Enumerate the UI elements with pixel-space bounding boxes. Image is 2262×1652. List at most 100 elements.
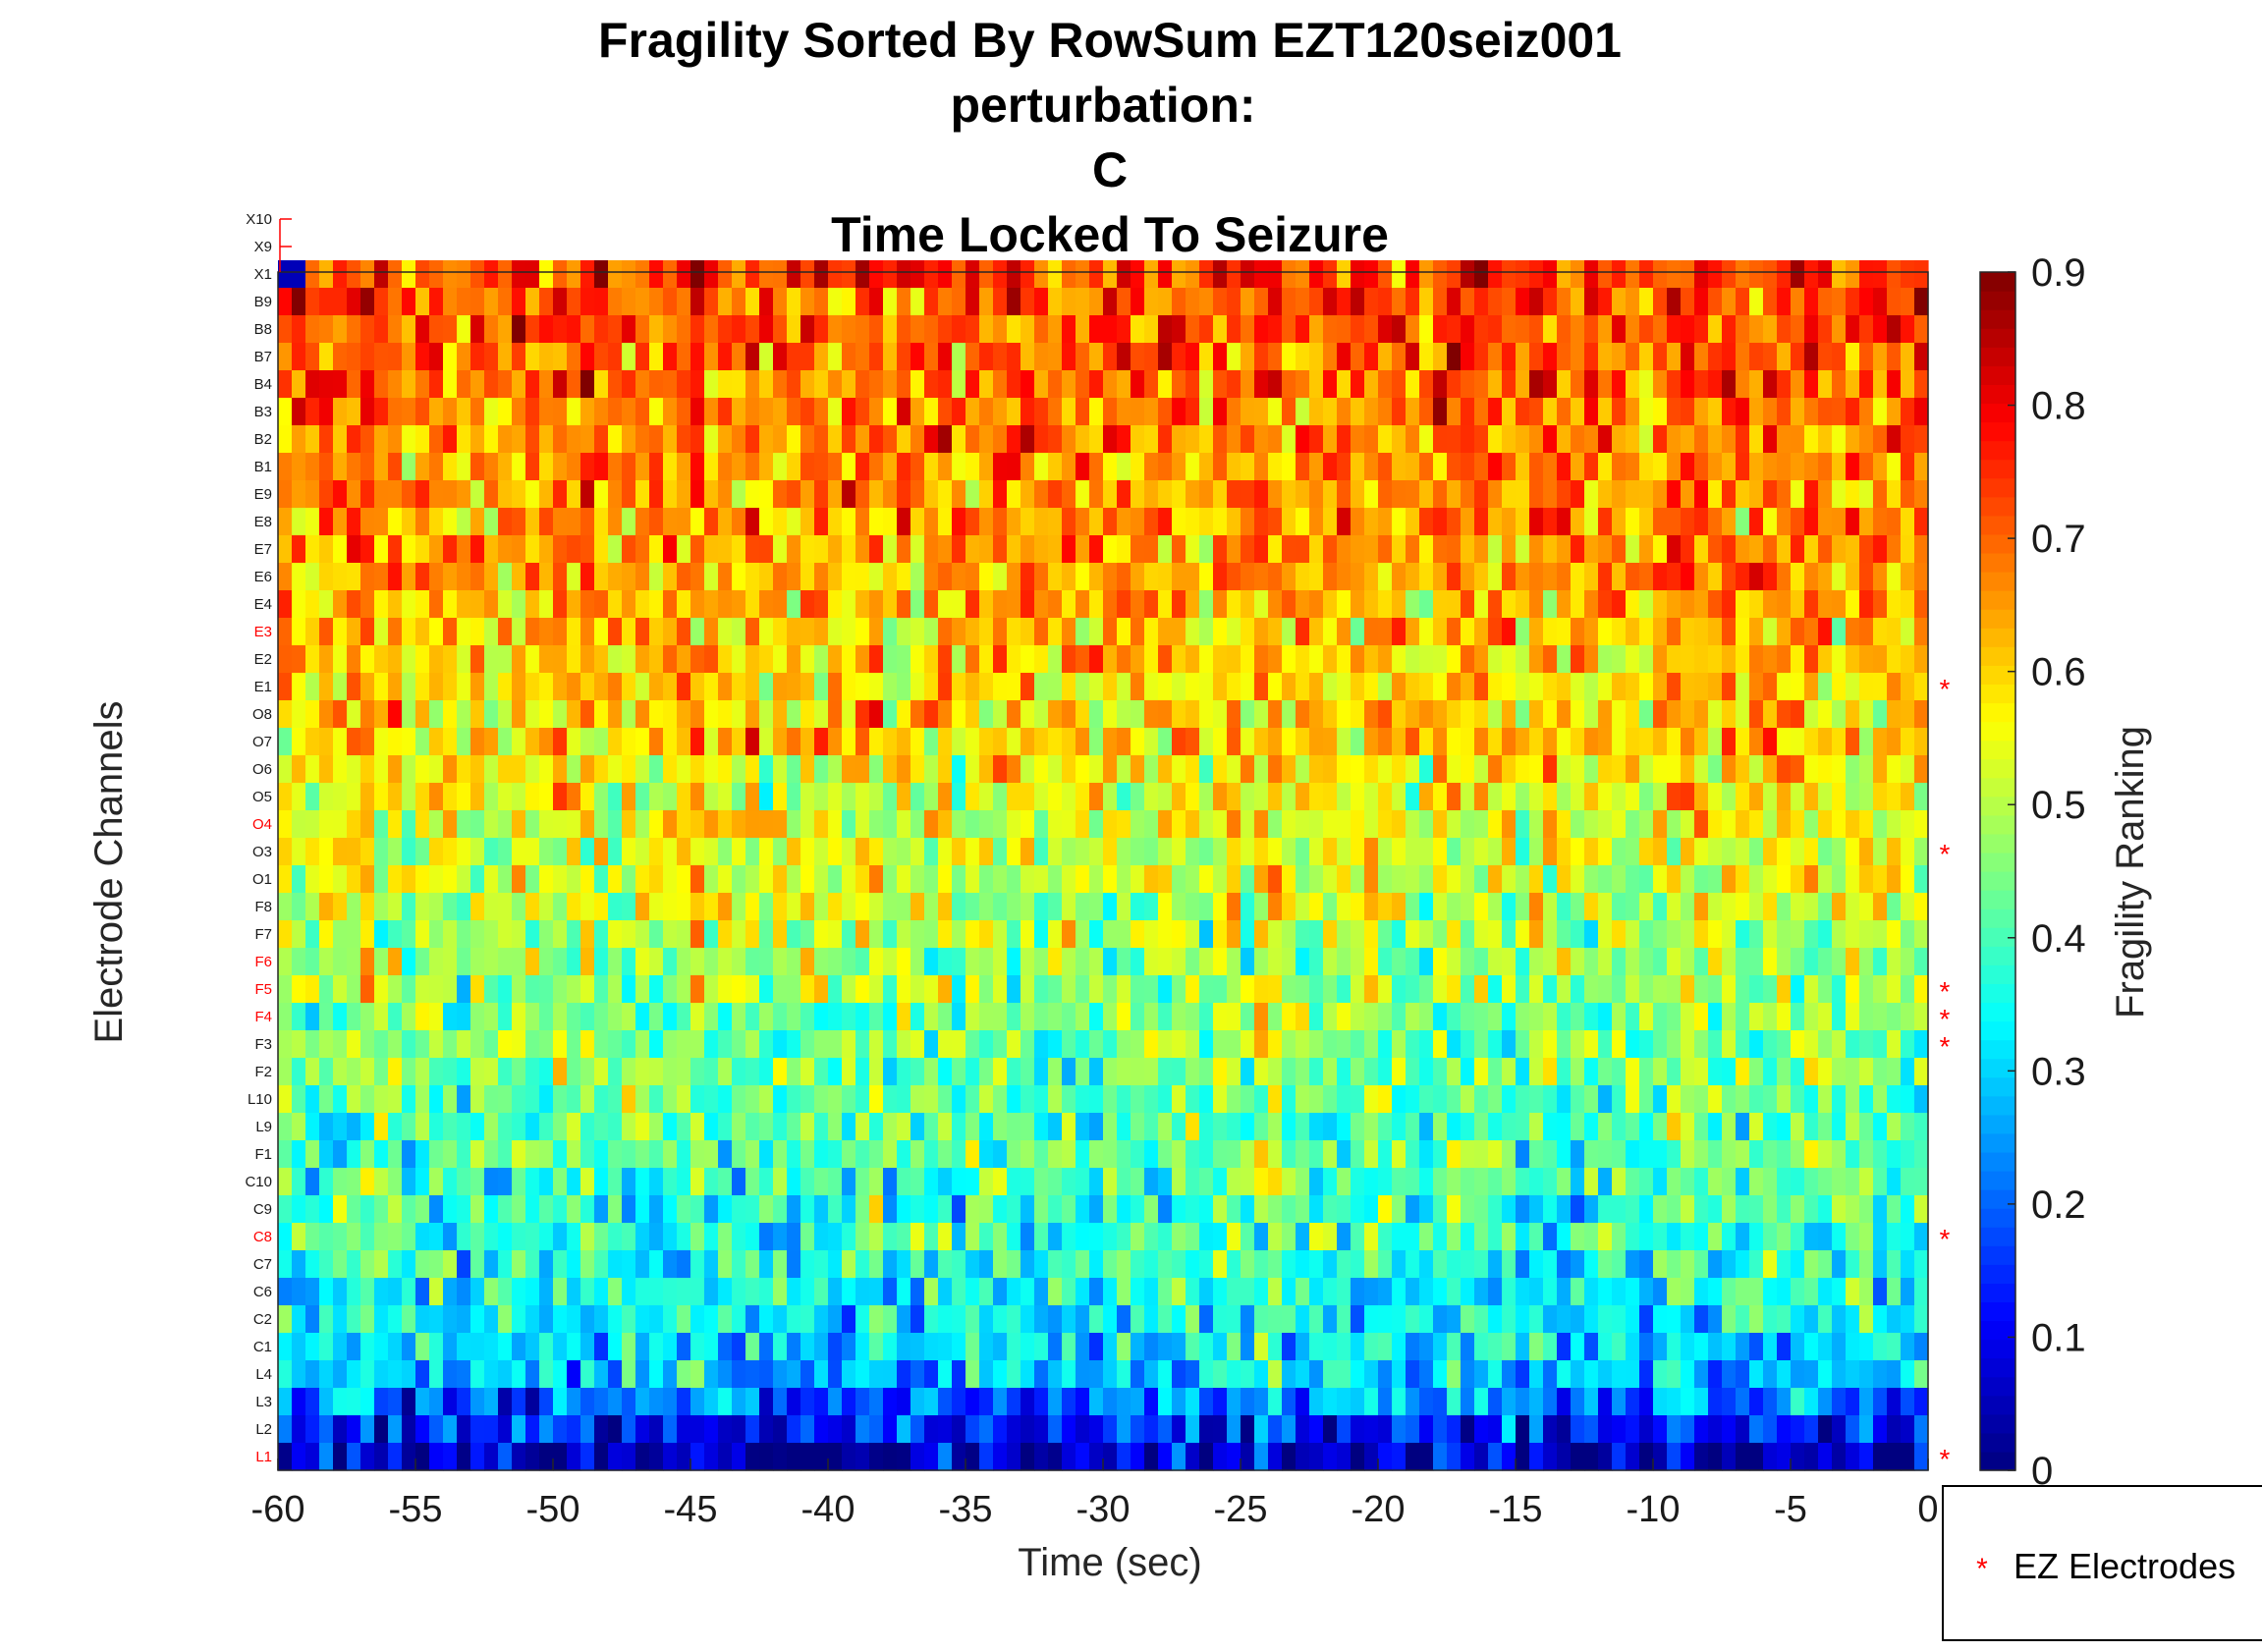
heatmap-cell (347, 1140, 361, 1169)
heatmap-cell (1818, 618, 1833, 646)
heatmap-cell (1048, 370, 1063, 399)
heatmap-cell (897, 618, 911, 646)
heatmap-cell (1859, 1058, 1874, 1086)
heatmap-cell (1639, 1168, 1654, 1196)
heatmap-cell (1296, 948, 1310, 976)
heatmap-cell (470, 343, 485, 371)
heatmap-cell (704, 893, 719, 921)
heatmap-cell (759, 975, 774, 1004)
heatmap-cell (1708, 1168, 1723, 1196)
heatmap-cell (787, 1030, 801, 1059)
heatmap-cell (1089, 590, 1104, 619)
heatmap-cell (1516, 1333, 1530, 1361)
heatmap-cell (965, 453, 980, 481)
heatmap-cell (952, 1305, 966, 1334)
heatmap-cell (1433, 1030, 1448, 1059)
heatmap-cell (1282, 948, 1297, 976)
heatmap-cell (567, 975, 581, 1004)
heatmap-cell (1626, 398, 1640, 426)
heatmap-cell (1406, 288, 1420, 316)
heatmap-cell (388, 920, 403, 949)
heatmap-cell (718, 1250, 733, 1279)
heatmap-cell (1612, 453, 1627, 481)
heatmap-cell (1048, 343, 1063, 371)
heatmap-cell (402, 535, 416, 564)
heatmap-cell (415, 893, 430, 921)
heatmap-cell (1736, 315, 1750, 344)
heatmap-cell (800, 1278, 815, 1306)
heatmap-cell (800, 1388, 815, 1416)
heatmap-cell (704, 865, 719, 894)
heatmap-cell (732, 893, 746, 921)
heatmap-cell (1199, 948, 1214, 976)
heatmap-cell (952, 783, 966, 811)
heatmap-cell (1681, 398, 1695, 426)
heatmap-cell (1131, 1085, 1145, 1114)
heatmap-cell (622, 1360, 636, 1389)
heatmap-cell (965, 563, 980, 591)
heatmap-cell (732, 1113, 746, 1141)
heatmap-cell (1392, 1360, 1407, 1389)
heatmap-cell (1901, 1058, 1915, 1086)
heatmap-cell (1007, 1113, 1021, 1141)
heatmap-cell (553, 1030, 568, 1059)
heatmap-cell (1612, 948, 1627, 976)
heatmap-cell (1364, 398, 1379, 426)
heatmap-cell (1584, 1168, 1599, 1196)
heatmap-cell (1309, 315, 1324, 344)
heatmap-cell (539, 755, 554, 784)
heatmap-cell (498, 810, 513, 839)
heatmap-cell (952, 810, 966, 839)
heatmap-cell (1144, 645, 1159, 674)
heatmap-cell (1653, 535, 1668, 564)
heatmap-cell (415, 618, 430, 646)
heatmap-cell (1419, 1085, 1434, 1114)
heatmap-cell (1749, 590, 1764, 619)
heatmap-cell (1612, 563, 1627, 591)
heatmap-cell (1351, 728, 1365, 756)
heatmap-cell (1419, 1168, 1434, 1196)
heatmap-cell (567, 535, 581, 564)
heatmap-cell (1571, 1113, 1585, 1141)
heatmap-cell (1144, 288, 1159, 316)
heatmap-cell (1227, 1058, 1241, 1086)
heatmap-cell (924, 645, 939, 674)
heatmap-cell (1488, 535, 1503, 564)
heatmap-cell (1186, 1003, 1200, 1031)
heatmap-cell (993, 1250, 1008, 1279)
heatmap-cell (1694, 1333, 1709, 1361)
heatmap-cell (292, 453, 306, 481)
heatmap-cell (1364, 1085, 1379, 1114)
heatmap-cell (1557, 563, 1572, 591)
heatmap-cell (1887, 453, 1902, 481)
heatmap-cell (1089, 508, 1104, 536)
heatmap-cell (1571, 288, 1585, 316)
heatmap-cell (1681, 288, 1695, 316)
heatmap-cell (677, 1058, 691, 1086)
heatmap-cell (1034, 920, 1049, 949)
heatmap-cell (1351, 1030, 1365, 1059)
heatmap-cell (704, 315, 719, 344)
heatmap-cell (1626, 893, 1640, 921)
heatmap-cell (1474, 1250, 1489, 1279)
heatmap-cell (828, 1195, 843, 1224)
heatmap-cell (910, 920, 925, 949)
heatmap-cell (690, 398, 705, 426)
heatmap-cell (869, 865, 884, 894)
heatmap-cell (855, 535, 870, 564)
heatmap-cell (869, 563, 884, 591)
heatmap-cell (305, 1388, 320, 1416)
heatmap-cell (1021, 1085, 1035, 1114)
heatmap-cell (952, 1223, 966, 1251)
heatmap-cell (1626, 1333, 1640, 1361)
heatmap-cell (278, 343, 293, 371)
heatmap-cell (1048, 1250, 1063, 1279)
heatmap-cell (1639, 700, 1654, 729)
heatmap-cell (1804, 343, 1819, 371)
heatmap-cell (1419, 1195, 1434, 1224)
heatmap-cell (1364, 1305, 1379, 1334)
heatmap-cell (1144, 1223, 1159, 1251)
heatmap-cell (1667, 783, 1682, 811)
heatmap-cell (979, 535, 994, 564)
heatmap-cell (814, 948, 829, 976)
